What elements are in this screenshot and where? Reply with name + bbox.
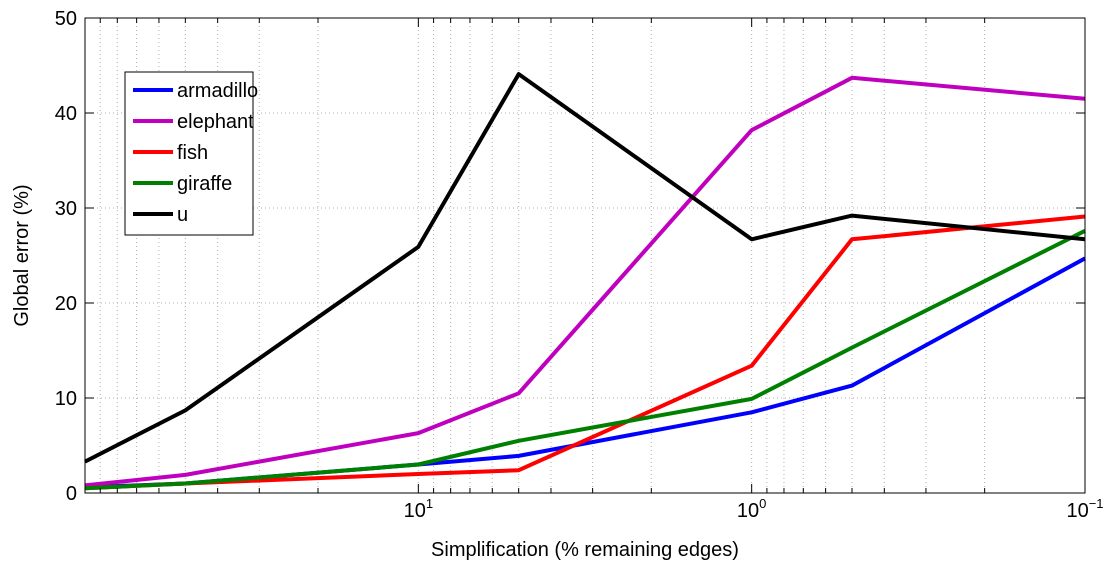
x-tick-label: 100 (737, 496, 766, 522)
y-tick-label: 40 (55, 103, 77, 125)
legend-label-giraffe: giraffe (177, 173, 232, 195)
series-line-armadillo (84, 256, 1086, 490)
axis-ticks (85, 17, 1086, 494)
x-tick-label: 10−1 (1066, 496, 1103, 522)
legend-label-u: u (177, 204, 188, 226)
legend-label-fish: fish (177, 142, 208, 164)
series-line-elephant (84, 75, 1086, 488)
grid-lines (85, 18, 1085, 493)
legend-label-armadillo: armadillo (177, 80, 258, 102)
series-line-fish (84, 214, 1086, 491)
series-line-u (84, 72, 1086, 464)
x-axis-title: Simplification (% remaining edges) (431, 539, 739, 561)
plot-frame (84, 17, 1086, 494)
x-tick-label: 101 (404, 496, 433, 522)
x-tick-labels: 101 100 10−1 (404, 496, 1104, 522)
y-tick-label: 0 (66, 483, 77, 505)
y-tick-label: 50 (55, 8, 77, 30)
y-axis-title: Global error (%) (11, 184, 33, 326)
series-line-giraffe (84, 229, 1086, 491)
y-tick-label: 10 (55, 388, 77, 410)
y-tick-label: 20 (55, 293, 77, 315)
y-tick-labels: 0 10 20 30 40 50 (55, 8, 77, 505)
series-lines (84, 72, 1086, 491)
legend: armadillo elephant fish giraffe u (124, 71, 258, 236)
legend-label-elephant: elephant (177, 111, 254, 133)
y-tick-label: 30 (55, 198, 77, 220)
